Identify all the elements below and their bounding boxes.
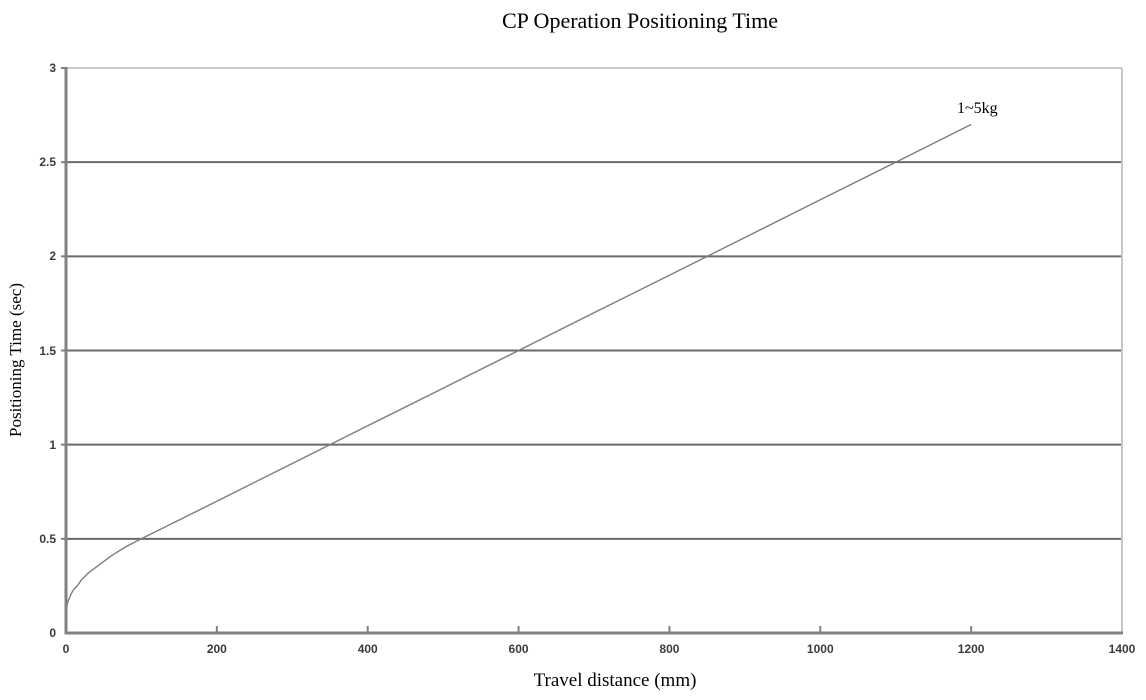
chart-title: CP Operation Positioning Time (501, 8, 779, 33)
x-tick-label-400: 400 (357, 642, 378, 656)
x-tick-label-800: 800 (659, 642, 680, 656)
y-tick-label-2: 2 (49, 249, 56, 264)
series-line-0 (65, 123, 972, 615)
x-tick-label-0: 0 (62, 642, 70, 656)
y-tick-label-3: 3 (49, 61, 56, 75)
x-tick-label-1000: 1000 (806, 642, 834, 656)
x-tick-label-200: 200 (206, 642, 227, 656)
series-label: 1~5kg (957, 100, 998, 117)
y-tick-label-2.5: 2.5 (39, 155, 56, 170)
y-tick-label-0: 0 (49, 626, 56, 640)
y-tick-label-1: 1 (49, 437, 56, 452)
x-tick-label-600: 600 (508, 642, 529, 656)
x-axis-title: Travel distance (mm) (533, 670, 697, 691)
x-tick-label-1200: 1200 (957, 642, 985, 656)
y-tick-label-0.5: 0.5 (39, 531, 56, 546)
y-tick-label-1.5: 1.5 (39, 343, 56, 358)
x-tick-label-1400: 1400 (1108, 642, 1136, 656)
